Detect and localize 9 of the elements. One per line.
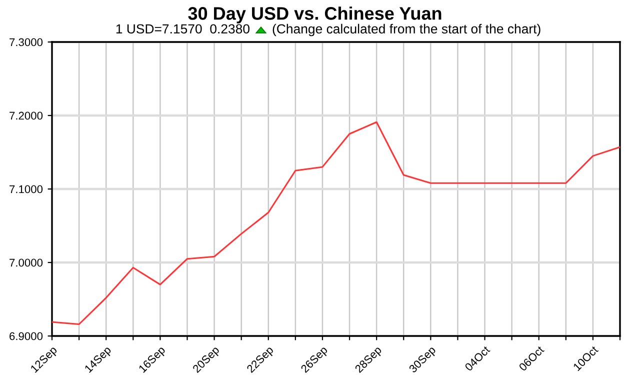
chart-subtitle: 1 USD=7.1570 0.2380 [116, 24, 250, 34]
line-series [52, 121, 620, 326]
y-tick-label: 7.1000 [10, 185, 43, 194]
y-tick-label: 7.0000 [10, 258, 43, 267]
y-tick-label: 6.9000 [10, 332, 43, 340]
text: (Change calculated from the start of the chart) [272, 24, 540, 36]
y-tick-label: 7.3000 [10, 38, 43, 46]
y-tick-label: 7.2000 [10, 112, 43, 120]
chart-title: 30 Day USD vs. Chinese Yuan [188, 6, 442, 24]
